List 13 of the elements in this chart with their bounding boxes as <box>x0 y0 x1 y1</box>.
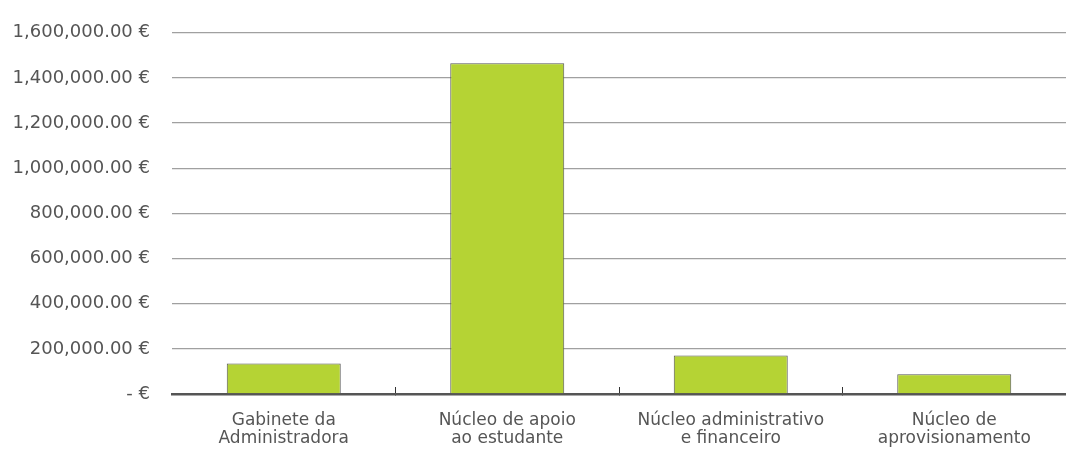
y-tick-label: 1,400,000.00 € <box>12 65 150 87</box>
y-tick-label: 1,000,000.00 € <box>12 155 150 177</box>
x-tick-label: Núcleo administrativo e financeiro <box>637 408 825 448</box>
x-tick-label: Núcleo de aprovisionamento <box>877 408 1031 448</box>
y-tick-label: 600,000.00 € <box>29 246 150 268</box>
x-tick-label: Gabinete da Administradora <box>218 408 349 448</box>
y-tick-label: 800,000.00 € <box>29 201 150 223</box>
y-tick-label: 1,200,000.00 € <box>12 110 150 132</box>
x-tick-label: Núcleo de apoio ao estudante <box>438 408 576 448</box>
y-tick-label: 400,000.00 € <box>29 291 150 313</box>
y-tick-label: 200,000.00 € <box>29 336 150 358</box>
y-tick-label: - € <box>126 381 150 403</box>
y-tick-label: 1,600,000.00 € <box>12 20 150 42</box>
